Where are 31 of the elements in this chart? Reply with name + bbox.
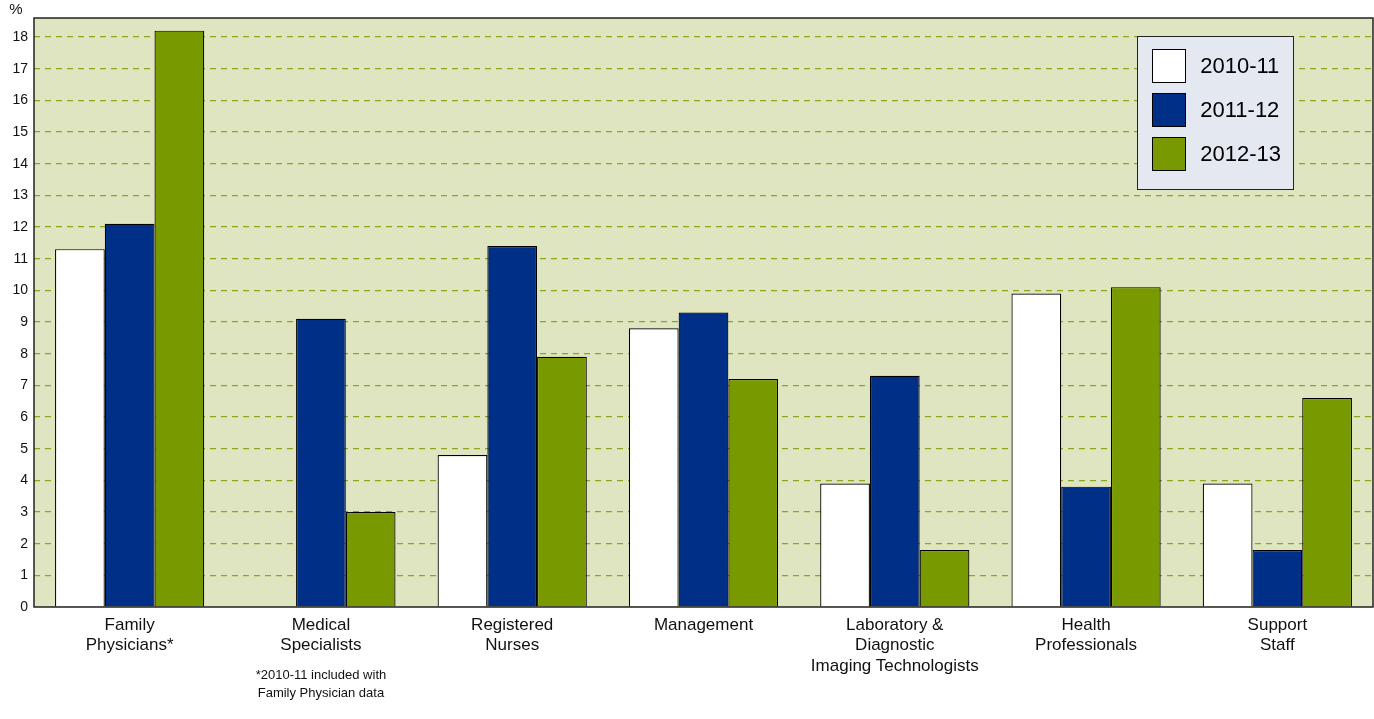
x-tick-label: Laboratory & Diagnostic Imaging Technologists bbox=[810, 614, 979, 675]
y-tick-label: 2 bbox=[20, 534, 29, 551]
y-tick-label: 15 bbox=[12, 122, 29, 139]
x-tick-label: Medical Specialists bbox=[280, 614, 362, 655]
y-tick-label: 4 bbox=[20, 471, 29, 488]
x-tick-label: Support Staff bbox=[1247, 614, 1308, 655]
y-tick-label: 12 bbox=[12, 217, 29, 234]
x-tick-label: Management bbox=[653, 614, 754, 634]
x-tick-label: Registered Nurses bbox=[471, 614, 554, 655]
x-tick-label: Family Physicians* bbox=[85, 614, 174, 655]
x-tick-label: Health Professionals bbox=[1035, 614, 1138, 655]
y-tick-label: 13 bbox=[12, 186, 29, 203]
y-tick-label: 11 bbox=[13, 249, 29, 266]
y-tick-label: 18 bbox=[12, 27, 29, 44]
legend-label: 2012-13 bbox=[1200, 141, 1281, 167]
y-tick-label: 6 bbox=[20, 407, 29, 424]
y-tick-label: 16 bbox=[12, 91, 29, 108]
y-tick-label: 17 bbox=[12, 59, 29, 76]
y-tick-label: 1 bbox=[20, 566, 29, 583]
text: *2010-11 included with Family Physician data bbox=[255, 667, 387, 701]
legend-label: 2010-11 bbox=[1200, 53, 1280, 79]
y-tick-label: 3 bbox=[20, 502, 29, 519]
y-tick-label: 7 bbox=[20, 376, 29, 393]
y-tick-label: 0 bbox=[20, 597, 29, 614]
y-tick-label: 14 bbox=[12, 154, 29, 171]
y-tick-label: 5 bbox=[20, 439, 29, 456]
y-tick-label: 10 bbox=[12, 281, 29, 298]
y-tick-label: 9 bbox=[20, 312, 29, 329]
legend-label: 2011-12 bbox=[1200, 97, 1280, 123]
y-axis-title: % bbox=[9, 0, 23, 17]
y-tick-label: 8 bbox=[20, 344, 29, 361]
